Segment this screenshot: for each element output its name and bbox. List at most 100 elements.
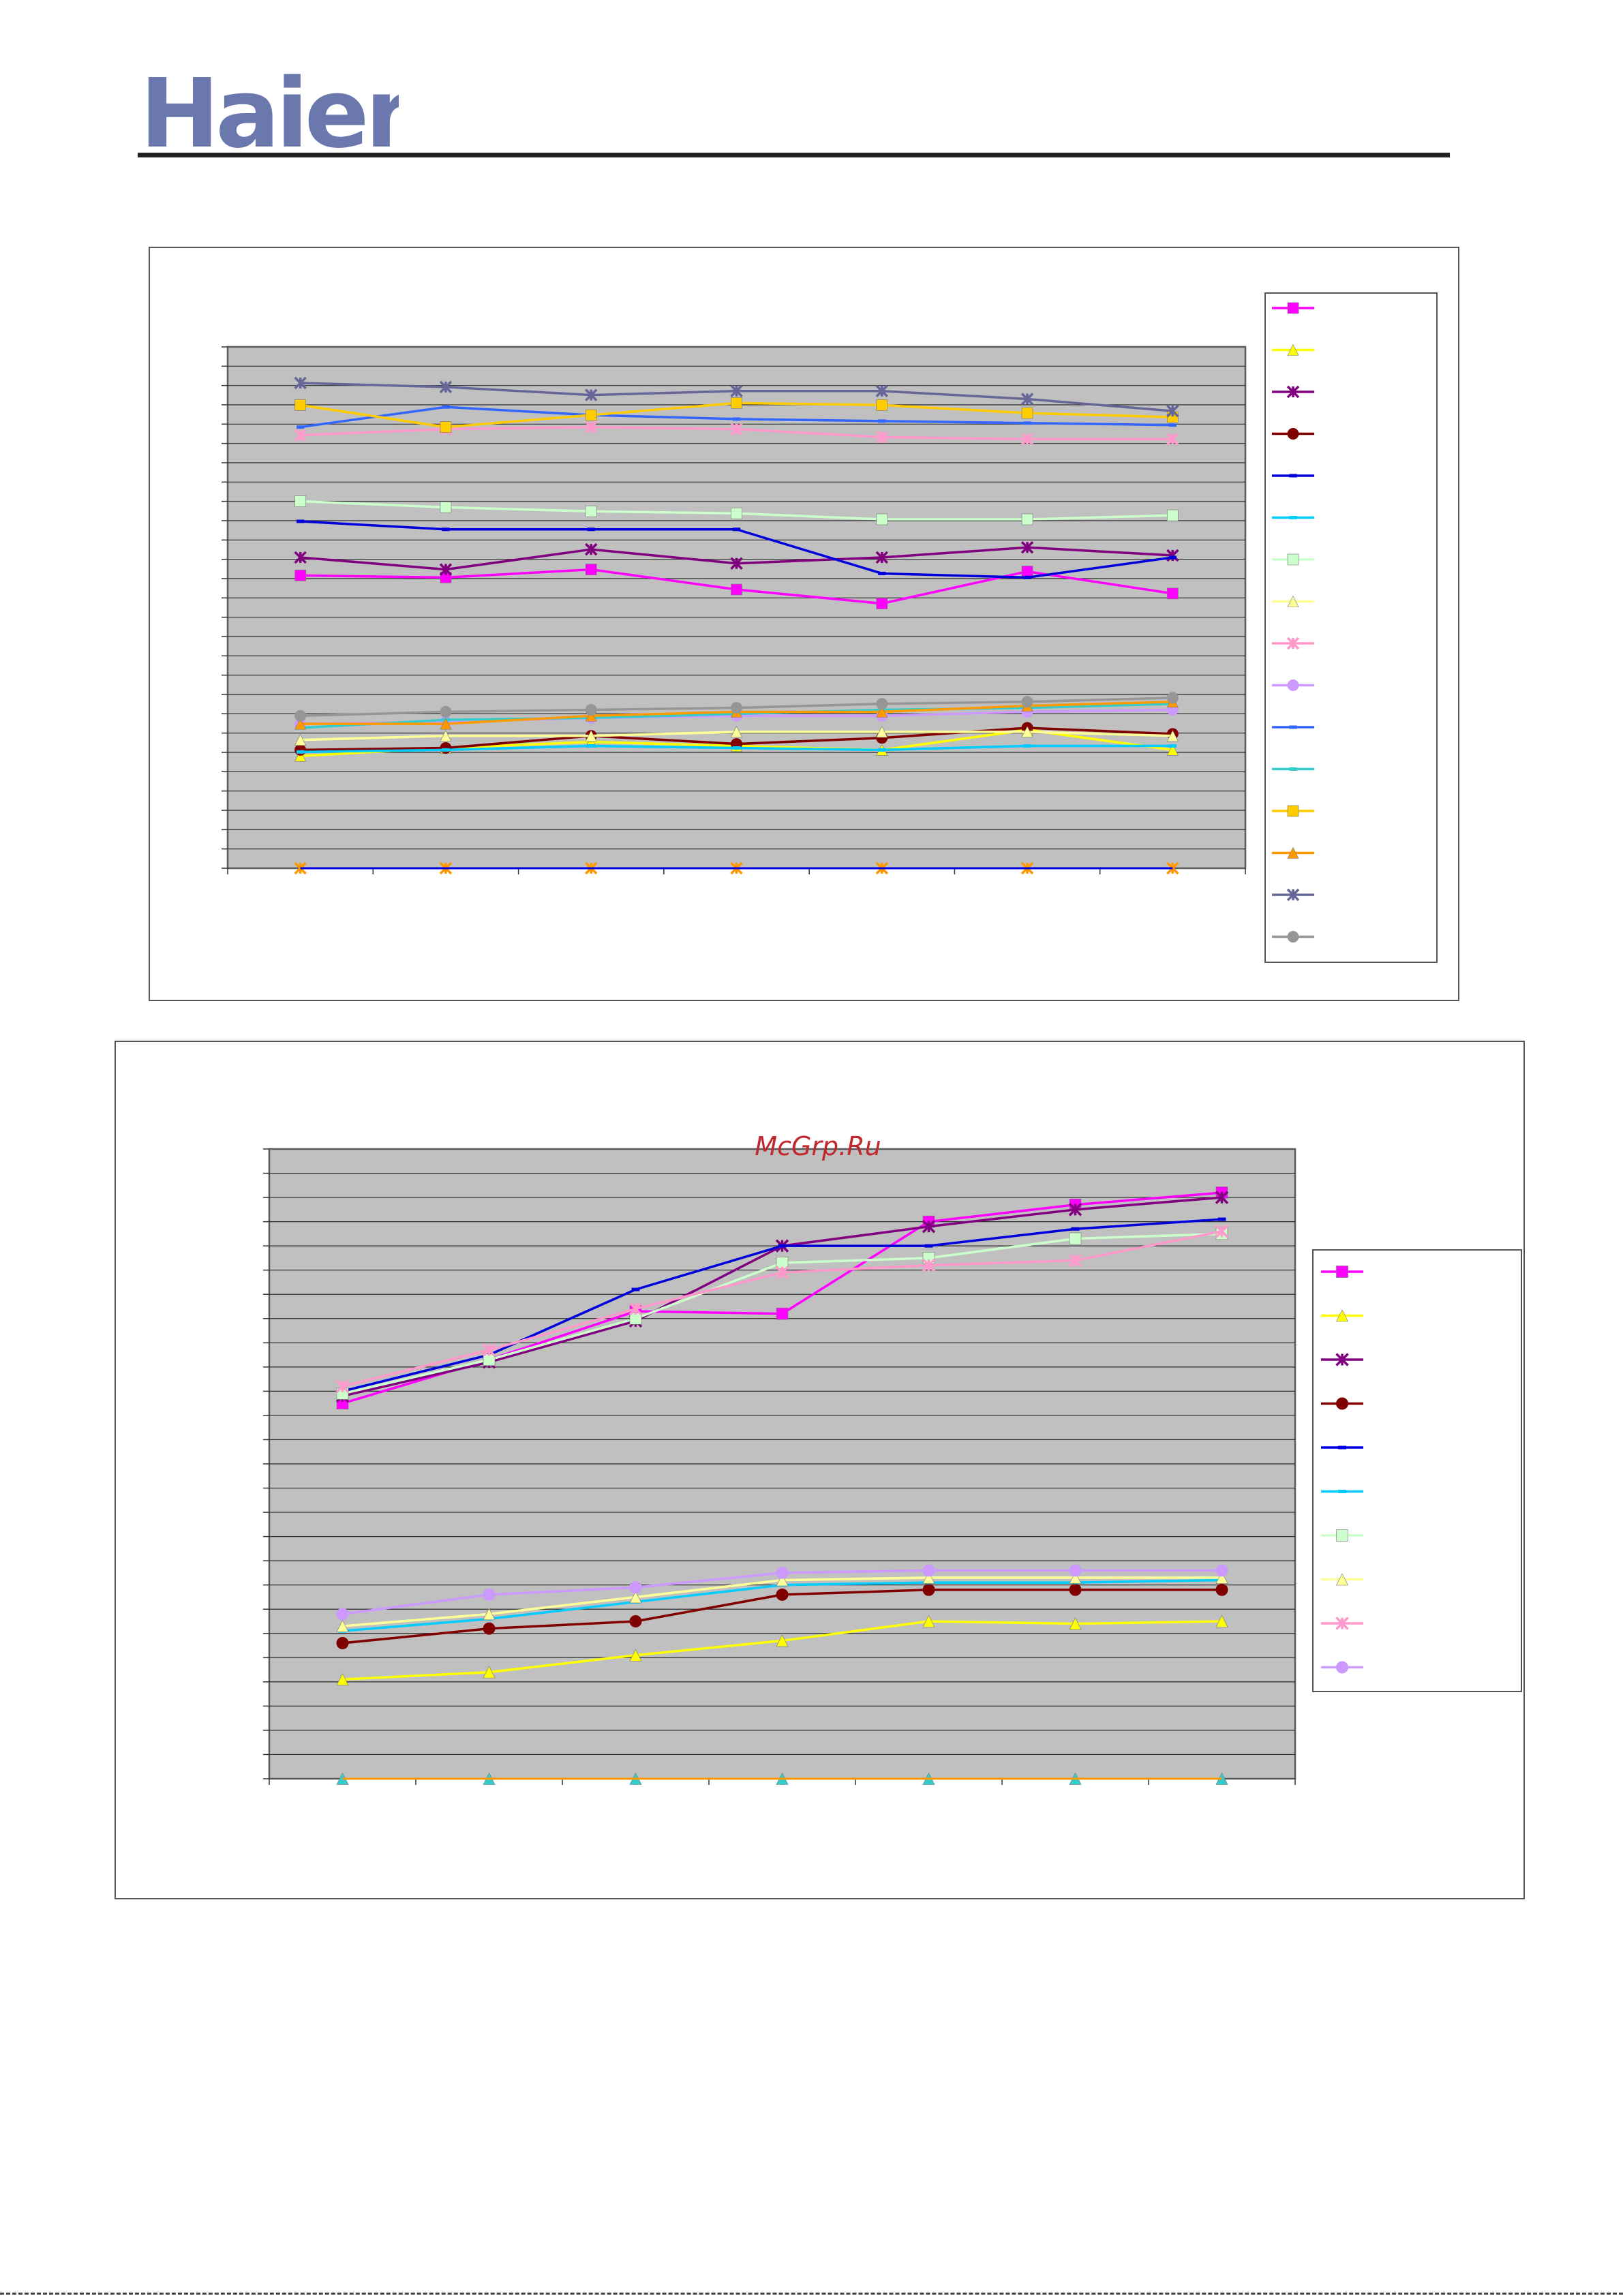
data-point <box>1020 540 1034 554</box>
legend-marker <box>1287 343 1299 356</box>
data-point <box>442 748 450 752</box>
haier-logo: Haier <box>140 65 399 160</box>
data-point <box>440 706 452 718</box>
data-point <box>584 388 598 401</box>
data-point <box>878 571 886 575</box>
data-point <box>922 1583 935 1596</box>
series-1 <box>294 564 1179 609</box>
legend-marker <box>1289 474 1297 478</box>
data-point <box>1020 433 1034 446</box>
data-point <box>730 423 743 435</box>
data-point <box>1167 509 1179 521</box>
data-point <box>776 1307 789 1320</box>
series-5 <box>297 519 1177 579</box>
data-point <box>297 425 305 429</box>
data-point <box>294 429 307 442</box>
data-point <box>335 1379 350 1394</box>
line-chart-1 <box>222 292 1438 963</box>
data-point <box>876 698 888 710</box>
data-point <box>294 376 307 390</box>
data-point <box>875 384 889 397</box>
watermark-text: McGrp.Ru <box>755 1131 881 1161</box>
data-point <box>876 598 888 609</box>
data-point <box>294 718 307 730</box>
data-point <box>778 1244 787 1248</box>
data-point <box>1023 744 1031 748</box>
data-point <box>584 420 598 433</box>
data-point <box>585 409 597 421</box>
data-point <box>585 730 597 742</box>
logo-wordmark: Haier <box>140 65 399 160</box>
legend-entry-3 <box>1321 1353 1363 1366</box>
data-point <box>336 1673 349 1686</box>
data-point <box>875 431 889 444</box>
data-point <box>776 1588 789 1601</box>
data-point <box>776 1574 789 1587</box>
legend-marker <box>1287 302 1299 314</box>
header-rule <box>138 153 1450 157</box>
data-point <box>294 551 307 564</box>
data-point <box>587 744 595 748</box>
data-point <box>1215 1571 1228 1584</box>
legend-entry-9 <box>1272 637 1314 650</box>
series-8 <box>294 726 1179 746</box>
data-point <box>1168 423 1177 427</box>
data-point <box>922 1571 935 1584</box>
legend-entry-11 <box>1272 725 1314 729</box>
data-point <box>730 384 743 397</box>
data-point <box>336 1608 349 1621</box>
legend-marker <box>1286 637 1300 650</box>
data-point <box>1021 407 1033 419</box>
data-point <box>483 1622 496 1635</box>
data-point <box>1166 404 1179 418</box>
data-point <box>1167 587 1179 600</box>
data-point <box>629 1581 642 1594</box>
data-point <box>483 1608 496 1621</box>
data-point <box>1215 1191 1229 1204</box>
data-point <box>1068 1203 1082 1216</box>
data-point <box>731 702 742 714</box>
data-point <box>876 513 888 525</box>
data-point <box>294 744 307 756</box>
data-point <box>585 505 597 517</box>
data-point <box>629 1615 642 1627</box>
data-point <box>585 564 597 575</box>
legend-entry-7 <box>1272 553 1314 566</box>
line-chart-2 <box>263 1148 1522 1785</box>
legend-marker <box>1336 1661 1348 1674</box>
legend-entry-4 <box>1272 428 1314 440</box>
series-16 <box>294 692 1179 722</box>
data-point <box>876 399 888 411</box>
data-point <box>294 495 306 507</box>
legend-entry-2 <box>1272 343 1314 356</box>
data-point <box>442 405 450 409</box>
series-13 <box>294 397 1179 433</box>
legend-entry-3 <box>1272 385 1314 399</box>
legend <box>1264 292 1438 963</box>
data-point <box>876 705 888 718</box>
legend-marker <box>1287 679 1299 691</box>
data-point <box>1069 1571 1082 1584</box>
data-point <box>483 1666 496 1679</box>
legend-marker <box>1286 888 1300 902</box>
legend-entry-12 <box>1272 767 1314 771</box>
data-point <box>731 507 742 519</box>
data-point <box>294 734 307 746</box>
data-point <box>1166 861 1179 875</box>
legend-entry-6 <box>1321 1490 1363 1493</box>
data-point <box>440 730 452 742</box>
data-point <box>924 1244 933 1248</box>
data-point <box>1071 1227 1080 1231</box>
legend-marker <box>1335 1353 1349 1366</box>
data-point <box>482 1343 496 1357</box>
data-point <box>732 417 741 421</box>
data-point <box>1069 1617 1082 1630</box>
legend-entry-9 <box>1321 1617 1363 1630</box>
legend-marker <box>1336 1397 1348 1410</box>
legend-entry-8 <box>1321 1573 1363 1586</box>
chart-frame-2 <box>115 1041 1525 1899</box>
data-point <box>442 527 450 532</box>
data-point <box>587 527 595 532</box>
series-6 <box>297 744 1177 754</box>
legend-entry-5 <box>1321 1445 1363 1450</box>
